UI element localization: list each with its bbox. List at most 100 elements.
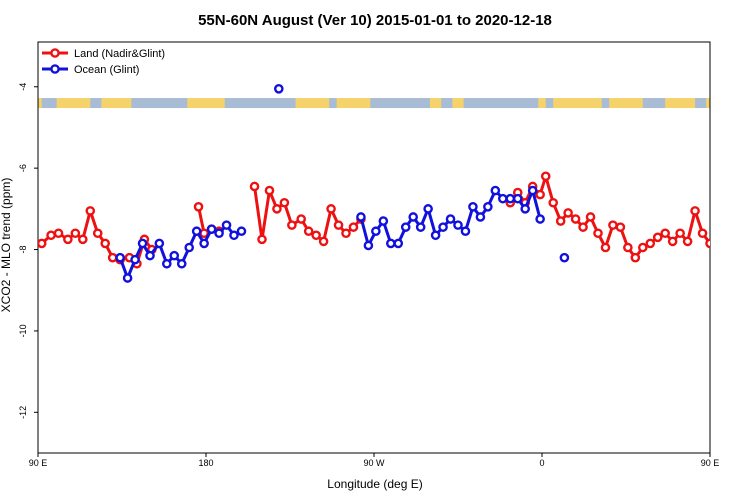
- data-point: [145, 250, 155, 261]
- y-axis-ticks: -4 -6 -8 -10 -12: [18, 83, 38, 419]
- data-point: [318, 236, 329, 247]
- data-point: [257, 234, 267, 245]
- data-point: [378, 216, 389, 226]
- data-point: [638, 242, 648, 253]
- data-point: [221, 220, 232, 230]
- data-point: [497, 193, 508, 204]
- data-point: [184, 242, 194, 253]
- data-point: [333, 220, 344, 230]
- data-point: [729, 274, 736, 281]
- data-point: [296, 214, 307, 224]
- x-axis-ticks: 90 E 180 90 W 0 90 E: [29, 453, 719, 468]
- data-point: [38, 238, 47, 249]
- legend-land-marker: [50, 48, 60, 58]
- data-point: [122, 273, 133, 283]
- data-point: [527, 185, 538, 196]
- data-point: [311, 230, 321, 241]
- data-point: [356, 212, 366, 222]
- data-point: [70, 228, 81, 239]
- data-point: [63, 234, 73, 245]
- legend: Land (Nadir&Glint) Ocean (Glint): [42, 48, 165, 76]
- data-point: [705, 238, 710, 249]
- data-point: [682, 236, 693, 247]
- data-point: [100, 238, 110, 249]
- data-point: [559, 252, 570, 263]
- data-point: [600, 242, 611, 253]
- series-ocean: [115, 83, 750, 283]
- series-line: [509, 174, 710, 260]
- x-tick-label: 180: [198, 458, 213, 468]
- data-point: [548, 197, 559, 208]
- y-tick-label: -12: [18, 406, 28, 419]
- data-point: [555, 216, 566, 226]
- ocean-band: [90, 98, 102, 109]
- ocean-band: [370, 98, 430, 109]
- data-point: [608, 220, 618, 230]
- data-point: [46, 230, 56, 241]
- data-point: [645, 238, 656, 249]
- data-point: [667, 236, 678, 247]
- x-tick-label: 90 E: [29, 458, 48, 468]
- data-point: [630, 252, 641, 263]
- ocean-band: [642, 98, 666, 109]
- series-layer: [38, 83, 750, 283]
- data-point: [371, 226, 381, 237]
- x-tick-label: 0: [539, 458, 544, 468]
- data-point: [400, 222, 411, 232]
- data-point: [78, 234, 88, 245]
- x-axis-label: Longitude (deg E): [327, 477, 422, 491]
- data-point: [721, 256, 728, 263]
- data-point: [363, 240, 374, 251]
- data-point: [199, 238, 209, 249]
- data-point: [535, 189, 545, 200]
- data-point: [423, 204, 433, 214]
- data-point: [107, 252, 118, 263]
- y-tick-label: -10: [18, 324, 28, 337]
- data-point: [191, 226, 202, 237]
- data-point: [85, 206, 96, 216]
- ocean-band: [329, 98, 337, 109]
- chart-title: 55N-60N August (Ver 10) 2015-01-01 to 20…: [198, 12, 552, 29]
- data-point: [652, 232, 663, 243]
- data-point: [585, 212, 596, 222]
- data-point: [540, 171, 551, 182]
- data-point: [229, 230, 239, 241]
- data-point: [578, 222, 588, 232]
- data-point: [505, 193, 516, 204]
- ocean-band: [695, 98, 707, 109]
- data-point: [535, 214, 545, 224]
- data-point: [468, 202, 478, 212]
- data-point: [273, 83, 284, 94]
- y-tick-label: -4: [18, 83, 28, 91]
- data-point: [721, 264, 728, 271]
- land-ocean-strip: [38, 98, 710, 109]
- data-point: [287, 220, 297, 230]
- data-point: [115, 252, 125, 263]
- series-land: [38, 171, 750, 271]
- y-tick-label: -8: [18, 246, 28, 254]
- data-point: [697, 228, 708, 239]
- ocean-band: [131, 98, 188, 109]
- data-point: [729, 258, 736, 265]
- data-point: [415, 222, 426, 232]
- data-point: [341, 228, 351, 239]
- data-point: [264, 185, 275, 196]
- data-point: [176, 258, 187, 269]
- data-point: [744, 252, 750, 259]
- series-line: [725, 243, 750, 278]
- ocean-band: [224, 98, 296, 109]
- data-point: [744, 236, 750, 243]
- data-point: [236, 226, 247, 237]
- ocean-band: [545, 98, 554, 109]
- data-point: [193, 202, 204, 212]
- data-point: [512, 193, 523, 204]
- data-point: [161, 258, 172, 269]
- data-point: [326, 204, 336, 214]
- ocean-band: [601, 98, 610, 109]
- data-point: [169, 250, 180, 261]
- data-point: [736, 258, 743, 265]
- data-point: [154, 238, 165, 249]
- data-point: [249, 181, 260, 192]
- data-point: [130, 254, 140, 265]
- data-point: [475, 212, 486, 222]
